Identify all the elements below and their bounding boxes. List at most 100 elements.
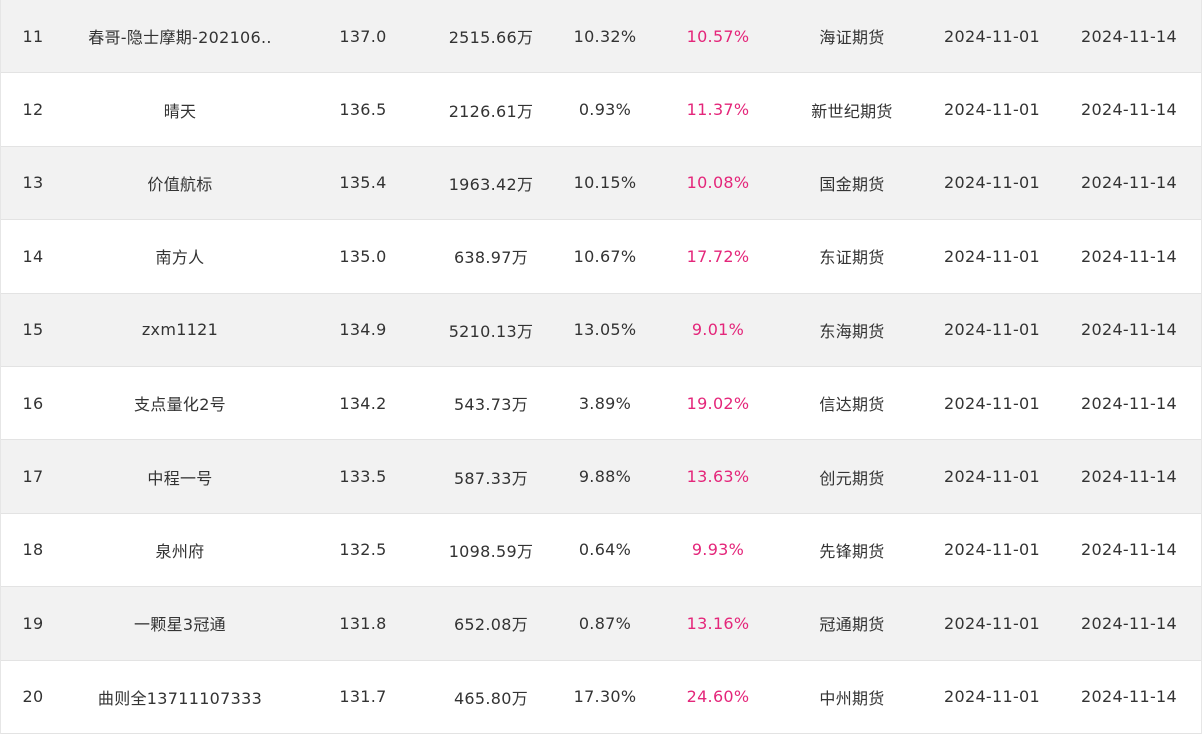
- end-date-cell: 2024-11-14: [1081, 540, 1177, 560]
- broker-cell: 中州期货: [819, 688, 885, 708]
- table-row[interactable]: 14 南方人 135.0 638.97万 10.67% 17.72% 东证期货 …: [1, 220, 1201, 294]
- scale-cell: 543.73万: [453, 395, 529, 415]
- account-name-cell[interactable]: 春哥-隐士摩期-202106..: [88, 28, 272, 48]
- end-date-cell: 2024-11-14: [1081, 613, 1177, 633]
- start-date-cell: 2024-11-01: [944, 100, 1040, 120]
- drawdown-cell: 13.63%: [686, 467, 750, 487]
- rank-cell: 14: [22, 246, 44, 266]
- table-row[interactable]: 19 一颗星3冠通 131.8 652.08万 0.87% 13.16% 冠通期…: [1, 587, 1201, 661]
- score-cell: 133.5: [339, 467, 387, 487]
- drawdown-cell: 11.37%: [686, 100, 750, 120]
- score-cell: 132.5: [339, 540, 387, 560]
- broker-cell: 国金期货: [819, 174, 885, 194]
- return-cell: 17.30%: [573, 687, 637, 707]
- rank-cell: 20: [22, 687, 44, 707]
- return-cell: 0.87%: [578, 613, 632, 633]
- rank-cell: 16: [22, 393, 44, 413]
- table-row[interactable]: 18 泉州府 132.5 1098.59万 0.64% 9.93% 先锋期货 2…: [1, 513, 1201, 588]
- start-date-cell: 2024-11-01: [944, 687, 1040, 707]
- table-row[interactable]: 20 曲则全13711107333 131.7 465.80万 17.30% 2…: [1, 660, 1201, 734]
- scale-cell: 1963.42万: [448, 174, 534, 194]
- account-name-cell[interactable]: 泉州府: [155, 541, 205, 561]
- broker-cell: 冠通期货: [819, 615, 885, 635]
- score-cell: 135.4: [339, 173, 387, 193]
- account-name-cell[interactable]: 一颗星3冠通: [134, 615, 226, 635]
- end-date-cell: 2024-11-14: [1081, 246, 1177, 266]
- account-name-cell[interactable]: 晴天: [163, 101, 197, 121]
- start-date-cell: 2024-11-01: [944, 173, 1040, 193]
- broker-cell: 东证期货: [819, 248, 885, 268]
- return-cell: 9.88%: [578, 467, 632, 487]
- return-cell: 10.15%: [573, 173, 637, 193]
- score-cell: 134.9: [339, 320, 387, 340]
- broker-cell: 创元期货: [819, 468, 885, 488]
- score-cell: 131.8: [339, 613, 387, 633]
- start-date-cell: 2024-11-01: [944, 467, 1040, 487]
- table-row[interactable]: 15 zxm1121 134.9 5210.13万 13.05% 9.01% 东…: [1, 293, 1201, 367]
- rank-cell: 15: [22, 320, 44, 340]
- scale-cell: 5210.13万: [448, 321, 534, 341]
- end-date-cell: 2024-11-14: [1081, 393, 1177, 413]
- score-cell: 136.5: [339, 100, 387, 120]
- return-cell: 10.32%: [573, 26, 637, 46]
- account-name-cell[interactable]: 南方人: [155, 248, 205, 268]
- drawdown-cell: 10.57%: [686, 26, 750, 46]
- table-row[interactable]: 16 支点量化2号 134.2 543.73万 3.89% 19.02% 信达期…: [1, 366, 1201, 441]
- table-row[interactable]: 11 春哥-隐士摩期-202106.. 137.0 2515.66万 10.32…: [1, 0, 1201, 74]
- rank-cell: 18: [22, 540, 44, 560]
- drawdown-cell: 9.01%: [691, 320, 745, 340]
- scale-cell: 2515.66万: [448, 28, 534, 48]
- start-date-cell: 2024-11-01: [944, 320, 1040, 340]
- start-date-cell: 2024-11-01: [944, 246, 1040, 266]
- drawdown-cell: 10.08%: [686, 173, 750, 193]
- start-date-cell: 2024-11-01: [944, 613, 1040, 633]
- end-date-cell: 2024-11-14: [1081, 173, 1177, 193]
- broker-cell: 东海期货: [819, 321, 885, 341]
- return-cell: 0.93%: [578, 100, 632, 120]
- drawdown-cell: 17.72%: [686, 246, 750, 266]
- start-date-cell: 2024-11-01: [944, 26, 1040, 46]
- return-cell: 0.64%: [578, 540, 632, 560]
- scale-cell: 652.08万: [453, 615, 529, 635]
- broker-cell: 先锋期货: [819, 541, 885, 561]
- table-row[interactable]: 12 晴天 136.5 2126.61万 0.93% 11.37% 新世纪期货 …: [1, 73, 1201, 147]
- broker-cell: 新世纪期货: [811, 101, 893, 121]
- scale-cell: 2126.61万: [448, 101, 534, 121]
- score-cell: 131.7: [339, 687, 387, 707]
- account-name-cell[interactable]: 中程一号: [147, 468, 213, 488]
- end-date-cell: 2024-11-14: [1081, 26, 1177, 46]
- end-date-cell: 2024-11-14: [1081, 320, 1177, 340]
- return-cell: 13.05%: [573, 320, 637, 340]
- drawdown-cell: 19.02%: [686, 393, 750, 413]
- broker-cell: 信达期货: [819, 395, 885, 415]
- rank-cell: 11: [22, 26, 44, 46]
- account-name-cell[interactable]: 价值航标: [147, 174, 213, 194]
- table-row[interactable]: 17 中程一号 133.5 587.33万 9.88% 13.63% 创元期货 …: [1, 440, 1201, 514]
- table-row[interactable]: 13 价值航标 135.4 1963.42万 10.15% 10.08% 国金期…: [1, 146, 1201, 221]
- drawdown-cell: 13.16%: [686, 613, 750, 633]
- scale-cell: 1098.59万: [448, 541, 534, 561]
- broker-cell: 海证期货: [819, 28, 885, 48]
- drawdown-cell: 9.93%: [691, 540, 745, 560]
- scale-cell: 587.33万: [453, 468, 529, 488]
- account-name-cell[interactable]: 支点量化2号: [134, 395, 226, 415]
- rank-cell: 17: [22, 467, 44, 487]
- scale-cell: 638.97万: [453, 248, 529, 268]
- account-name-cell[interactable]: zxm1121: [141, 320, 219, 340]
- return-cell: 3.89%: [578, 393, 632, 413]
- score-cell: 134.2: [339, 393, 387, 413]
- end-date-cell: 2024-11-14: [1081, 687, 1177, 707]
- start-date-cell: 2024-11-01: [944, 393, 1040, 413]
- end-date-cell: 2024-11-14: [1081, 100, 1177, 120]
- rank-cell: 19: [22, 613, 44, 633]
- end-date-cell: 2024-11-14: [1081, 467, 1177, 487]
- account-name-cell[interactable]: 曲则全13711107333: [97, 688, 263, 708]
- return-cell: 10.67%: [573, 246, 637, 266]
- rank-cell: 13: [22, 173, 44, 193]
- drawdown-cell: 24.60%: [686, 687, 750, 707]
- score-cell: 135.0: [339, 246, 387, 266]
- scale-cell: 465.80万: [453, 688, 529, 708]
- start-date-cell: 2024-11-01: [944, 540, 1040, 560]
- rank-cell: 12: [22, 100, 44, 120]
